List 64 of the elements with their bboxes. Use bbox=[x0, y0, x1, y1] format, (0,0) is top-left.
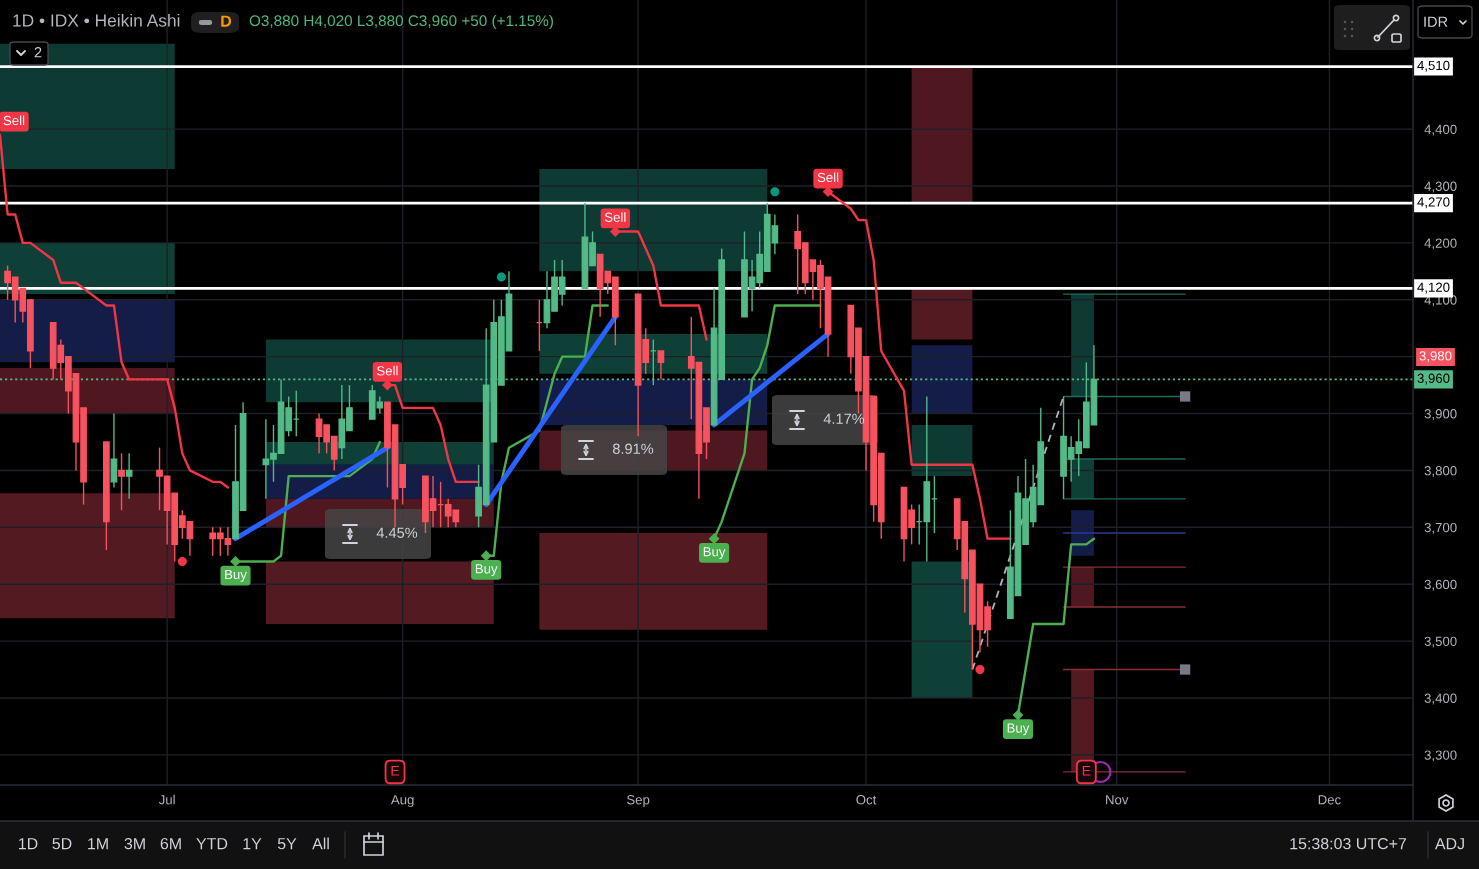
y-tick-label: 4,400 bbox=[1424, 124, 1457, 136]
candlestick bbox=[125, 452, 133, 500]
text: 1D • IDX • Heikin Ashi bbox=[13, 13, 180, 27]
point bbox=[975, 665, 985, 675]
data-label: Buy bbox=[703, 547, 726, 559]
point bbox=[496, 272, 506, 282]
y-tick-label: 3,900 bbox=[1424, 409, 1457, 421]
y-tick-label: 4,300 bbox=[1424, 181, 1457, 193]
line-series bbox=[0, 133, 230, 489]
text: 1D bbox=[19, 838, 38, 850]
point bbox=[770, 187, 780, 197]
text: 1M bbox=[88, 838, 108, 850]
text: 3M bbox=[124, 837, 145, 850]
text: 3,980 bbox=[1419, 351, 1452, 363]
text: All bbox=[312, 837, 329, 850]
text: O3,880 H4,020 L3,880 C3,960 +50 (+1.15%) bbox=[249, 14, 553, 30]
point bbox=[1179, 664, 1191, 675]
text: 5Y bbox=[277, 838, 297, 850]
data-label: Buy bbox=[475, 564, 498, 577]
x-tick-label: Aug bbox=[390, 795, 414, 808]
x-tick-label: Dec bbox=[1318, 795, 1341, 805]
y-tick-label: 3,700 bbox=[1424, 522, 1457, 534]
candlestick bbox=[118, 452, 125, 511]
data-label: Sell bbox=[604, 212, 626, 222]
y-tick-label: 3,600 bbox=[1424, 579, 1457, 591]
x-tick-label: Nov bbox=[1106, 795, 1129, 805]
ref-line-label: 4,270 bbox=[1417, 197, 1450, 209]
ref-line-label: 3,960 bbox=[1417, 373, 1450, 385]
text: 15:38:03 UTC+7 bbox=[1290, 837, 1407, 850]
text: IDR bbox=[1424, 16, 1448, 27]
y-tick-label: 3,300 bbox=[1424, 750, 1457, 762]
x-tick-label: Sep bbox=[626, 795, 650, 808]
data-label: Buy bbox=[1007, 723, 1030, 736]
y-tick-label: 3,400 bbox=[1424, 693, 1457, 705]
data-label: Sell bbox=[3, 115, 25, 126]
point bbox=[708, 533, 720, 544]
candlestick bbox=[657, 350, 665, 381]
annotation: 2 bbox=[34, 47, 42, 58]
point bbox=[481, 550, 492, 561]
point bbox=[177, 556, 187, 566]
point bbox=[1179, 391, 1191, 402]
ref-line-label: 4,120 bbox=[1417, 282, 1450, 294]
y-tick-label: 4,200 bbox=[1424, 238, 1457, 250]
ref-line-label: 4,510 bbox=[1417, 60, 1450, 72]
text: 6M bbox=[160, 837, 181, 850]
y-tick-label: 3,500 bbox=[1424, 636, 1457, 648]
text: ADJ bbox=[1434, 838, 1464, 850]
x-tick-label: Jul bbox=[158, 794, 175, 805]
point bbox=[1012, 709, 1024, 721]
point bbox=[230, 556, 241, 567]
text: 5D bbox=[52, 838, 72, 850]
y-tick-label: 3,800 bbox=[1424, 466, 1457, 477]
text: 1Y bbox=[243, 838, 262, 850]
annotation: D bbox=[221, 15, 232, 27]
data-label: Buy bbox=[225, 569, 247, 582]
annotation: E bbox=[1082, 765, 1091, 776]
text: YTD bbox=[196, 838, 228, 850]
data-label: Sell bbox=[817, 172, 839, 183]
annotation: 8.91% bbox=[612, 443, 654, 454]
annotation: 4.45% bbox=[376, 527, 418, 538]
annotation: E bbox=[391, 765, 400, 776]
data-label: Sell bbox=[377, 365, 398, 376]
candlestick bbox=[110, 412, 118, 489]
x-tick-label: Oct bbox=[856, 795, 877, 805]
